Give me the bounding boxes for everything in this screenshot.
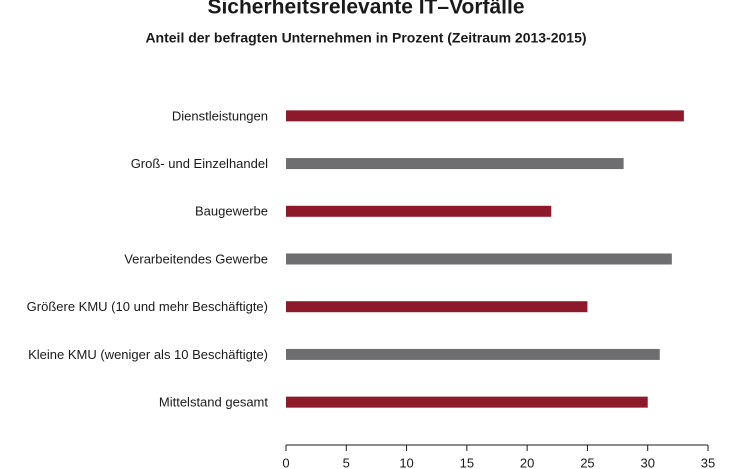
bar — [286, 158, 624, 170]
y-tick-label: Dienstleistungen — [172, 108, 268, 123]
bar — [286, 205, 552, 217]
x-tick-label: 15 — [460, 455, 474, 469]
x-tick-label: 25 — [580, 455, 594, 469]
y-tick-label: Kleine KMU (weniger als 10 Beschäftigte) — [28, 347, 268, 362]
x-tick-label: 10 — [399, 455, 413, 469]
y-tick-label: Groß- und Einzelhandel — [131, 156, 268, 171]
x-tick-label: 30 — [640, 455, 654, 469]
bar — [286, 396, 648, 408]
y-tick-label: Mittelstand gesamt — [159, 395, 268, 410]
bar — [286, 301, 588, 313]
y-tick-label: Größere KMU (10 und mehr Beschäftigte) — [27, 299, 268, 314]
bar — [286, 348, 660, 360]
x-tick-label: 0 — [282, 455, 289, 469]
chart-subtitle: Anteil der befragten Unternehmen in Proz… — [145, 30, 586, 46]
bar — [286, 253, 672, 265]
bar — [286, 110, 684, 122]
y-tick-label: Verarbeitendes Gewerbe — [124, 251, 268, 266]
x-tick-label: 35 — [701, 455, 715, 469]
chart-title: Sicherheitsrelevante IT–Vorfälle — [207, 0, 524, 19]
x-tick-label: 5 — [343, 455, 350, 469]
y-tick-label: Baugewerbe — [195, 204, 268, 219]
x-tick-label: 20 — [520, 455, 534, 469]
